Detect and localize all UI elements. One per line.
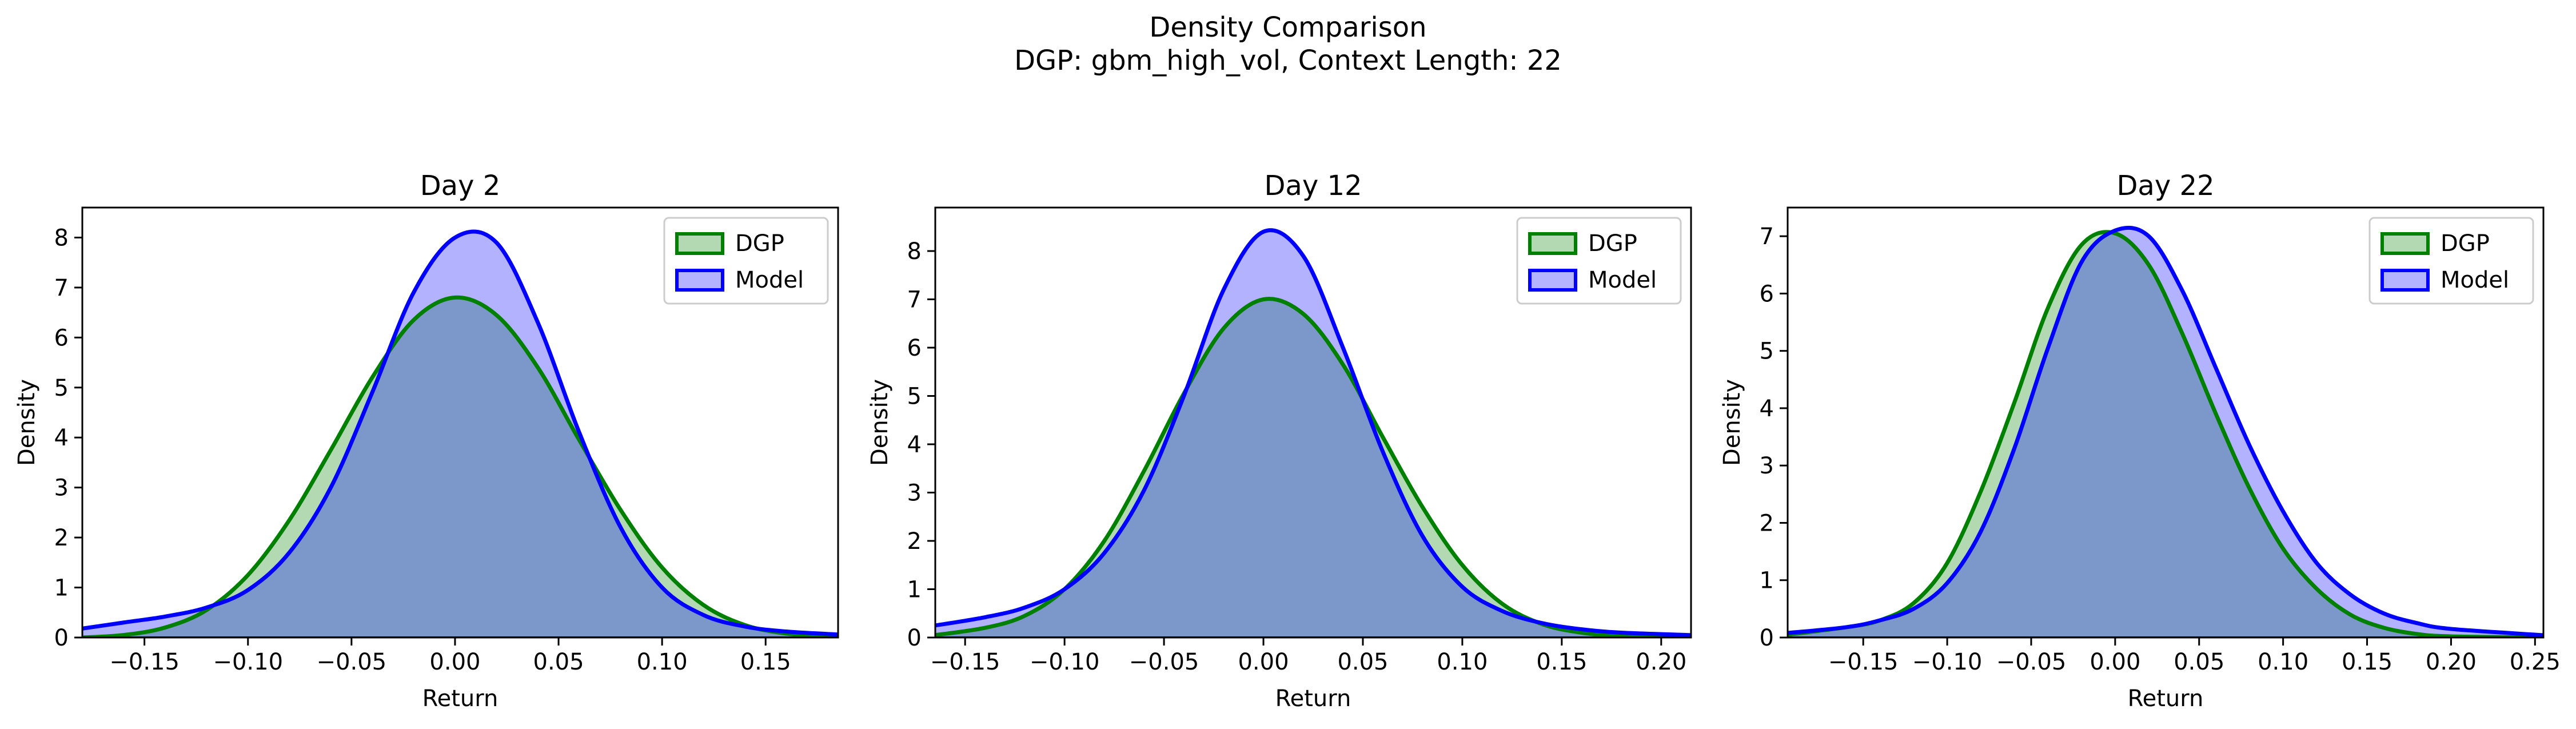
y-tick-label: 5 [907,384,922,410]
x-tick-label: 0.05 [1337,649,1388,675]
x-tick-label: 0.05 [533,649,584,675]
legend-label: DGP [2441,230,2490,257]
x-tick-label: −0.05 [1129,649,1199,675]
model-line [82,229,838,637]
y-tick-label: 4 [907,432,922,458]
y-tick-label: 8 [907,238,922,265]
legend-swatch-model [2380,269,2430,292]
y-tick-label: 8 [54,225,69,251]
y-tick-label: 7 [54,275,69,301]
x-tick-label: 0.25 [2510,649,2561,675]
x-tick-label: 0.10 [2258,649,2308,675]
model-area [82,231,838,638]
y-tick-label: 3 [907,480,922,507]
x-tick-label: 0.00 [2089,649,2140,675]
y-axis-label: Density [867,379,893,466]
y-tick-label: 3 [54,475,69,501]
panel-title: Day 22 [2116,170,2214,202]
dgp-line [82,295,838,638]
figure-title: Density Comparison [1149,11,1426,43]
x-tick-label: 0.05 [2174,649,2224,675]
y-tick-label: 4 [1760,396,1774,422]
x-axis-label: Return [422,686,499,712]
panel-title: Day 12 [1264,170,1362,202]
model-area [935,230,1691,638]
model-line [1788,225,2543,638]
x-axis-label: Return [1275,686,1351,712]
y-tick-label: 7 [907,287,922,313]
y-axis-label: Density [1719,379,1745,466]
x-tick-label: 0.00 [429,649,480,675]
legend: DGP Model [663,217,829,305]
y-tick-label: 6 [54,325,69,351]
y-tick-label: 1 [907,577,922,603]
figure-subtitle: DGP: gbm_high_vol, Context Length: 22 [1014,45,1562,77]
axes-frame [1787,206,2545,639]
x-tick-label: 0.15 [1536,649,1587,675]
x-tick-label: 0.00 [1238,649,1289,675]
legend-label: Model [735,267,804,293]
y-tick-label: 0 [1760,625,1774,651]
legend-swatch-dgp [675,232,724,255]
x-tick-label: −0.05 [317,649,387,675]
x-tick-label: −0.10 [1912,649,1983,675]
legend-swatch-dgp [1528,232,1577,255]
axes-frame [934,206,1692,639]
panel-title: Day 2 [420,170,501,202]
dgp-area [935,298,1691,638]
plot-area [82,229,838,638]
y-axis-label: Density [14,379,40,466]
legend: DGP Model [2368,217,2534,305]
x-tick-label: −0.10 [213,649,283,675]
legend-swatch-model [675,269,724,292]
y-tick-label: 5 [54,375,69,401]
model-line [935,228,1691,638]
y-tick-label: 2 [907,528,922,555]
x-tick-label: 0.10 [637,649,688,675]
x-tick-label: 0.15 [2342,649,2392,675]
x-tick-label: 0.20 [1636,649,1686,675]
legend-label: Model [1588,267,1657,293]
plot-area [1788,225,2543,638]
panels: −0.15 −0.10 −0.05 0.00 0.05 0.10 0.15 0 1 2 3 4 5 6 7 8… [14,170,2561,712]
y-tick-label: 7 [1760,224,1774,250]
legend: DGP Model [1516,217,1682,305]
x-tick-label: 0.20 [2426,649,2477,675]
y-tick-label: 6 [907,335,922,361]
model-area [1788,228,2543,638]
legend-swatch-model [1528,269,1577,292]
x-tick-label: −0.10 [1030,649,1100,675]
y-tick-label: 4 [54,425,69,451]
y-tick-label: 0 [54,625,69,651]
legend-label: DGP [735,230,784,257]
y-tick-label: 1 [1760,568,1774,594]
y-tick-label: 5 [1760,338,1774,365]
legend-swatch-dgp [2380,232,2430,255]
x-axis-label: Return [2128,686,2204,712]
y-tick-label: 0 [907,625,922,651]
y-tick-label: 2 [54,525,69,551]
y-tick-label: 6 [1760,281,1774,307]
chart-panel: −0.15 −0.10 −0.05 0.00 0.05 0.10 0.15 0.20 0.25 0… [1719,170,2561,712]
x-tick-label: 0.15 [740,649,791,675]
y-tick-label: 3 [1760,453,1774,479]
chart-panel: −0.15 −0.10 −0.05 0.00 0.05 0.10 0.15 0 1 2 3 4 5 6 7 8… [14,170,839,712]
x-tick-label: −0.15 [109,649,180,675]
x-tick-label: −0.05 [1996,649,2067,675]
x-tick-label: 0.10 [1437,649,1488,675]
chart-panel: −0.15 −0.10 −0.05 0.00 0.05 0.10 0.15 0.20 0 1 2 3 4… [867,170,1692,712]
dgp-line [1788,230,2543,638]
y-tick-label: 2 [1760,510,1774,536]
axes-frame [81,206,839,639]
x-tick-label: −0.15 [930,649,1000,675]
plot-area [935,228,1691,638]
y-tick-label: 1 [54,575,69,601]
legend-label: Model [2441,267,2509,293]
x-tick-label: −0.15 [1828,649,1899,675]
legend-label: DGP [1588,230,1637,257]
